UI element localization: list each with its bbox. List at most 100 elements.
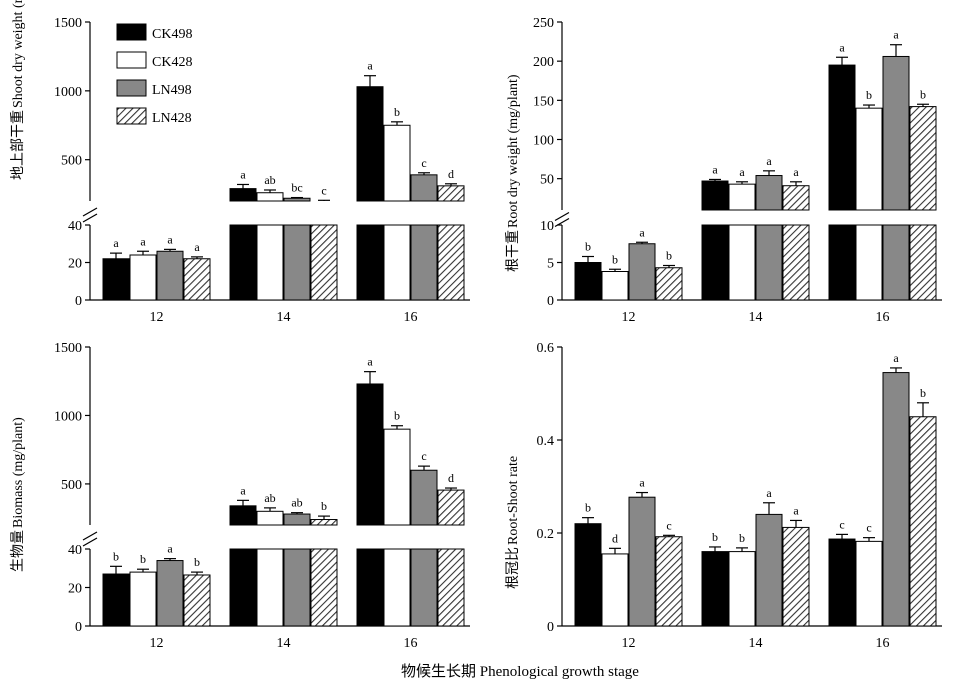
significance-letter: b [920, 87, 926, 101]
y-axis-label: 根冠比Root-Shoot rate [505, 456, 521, 589]
bar-ln498-lower [410, 548, 438, 627]
bar-ck498 [574, 262, 602, 301]
axis-break-mark [82, 531, 98, 541]
y-tick-label: 250 [533, 16, 554, 31]
significance-letter: b [321, 499, 327, 513]
bar-ln498-upper [410, 174, 438, 202]
y-tick-label: 1500 [54, 341, 82, 356]
bar-ln428-upper [310, 519, 338, 526]
significance-letter: ab [264, 491, 275, 505]
chart-panel-4: 0 0.2 0.4 0.6 b d a c 12 b b a a 14 c c a b 16 根冠比Root-Shoo… [505, 341, 942, 651]
bar-ck428-lower [383, 224, 411, 301]
significance-letter: a [766, 154, 772, 168]
y-tick-label: 0 [547, 294, 554, 309]
bar-ck428-lower [256, 224, 284, 301]
x-tick-label: 12 [622, 636, 636, 651]
significance-letter: b [113, 549, 119, 563]
y-tick-label: 1500 [54, 16, 82, 31]
bar-ln428 [655, 267, 683, 301]
bar-ln428 [909, 416, 937, 627]
bar-ck428-upper [383, 124, 411, 202]
y-tick-label: 20 [68, 257, 82, 272]
significance-letter: c [421, 449, 426, 463]
significance-letter: ab [264, 173, 275, 187]
significance-letter: a [367, 355, 373, 369]
axis-break-mark [82, 537, 98, 547]
bar-ln498-upper [283, 513, 311, 526]
y-tick-label: 0 [75, 620, 82, 635]
bar-ln498-upper [410, 469, 438, 526]
x-tick-label: 12 [622, 310, 636, 325]
legend-swatch-ck428 [116, 51, 147, 69]
bar-ck498-upper [356, 383, 384, 526]
significance-letter: c [666, 518, 671, 532]
bar-ck428-upper [383, 428, 411, 526]
bar-ln498 [156, 250, 184, 301]
x-tick-label: 14 [749, 310, 763, 325]
bar-ln498-lower [283, 224, 311, 301]
bar-ck498 [701, 551, 729, 627]
significance-letter: b [585, 240, 591, 254]
bar-ln428-lower [909, 224, 937, 301]
bar-ln428 [782, 526, 810, 627]
bar-ln428-upper [437, 185, 465, 202]
significance-letter: bc [291, 181, 302, 195]
bar-ck428-lower [855, 224, 883, 301]
bar-ln498-lower [882, 224, 910, 301]
significance-letter: b [712, 530, 718, 544]
bar-ln498-lower [283, 548, 311, 627]
bar-ck428-lower [383, 548, 411, 627]
significance-letter: a [113, 236, 119, 250]
bar-ck428 [601, 271, 629, 301]
significance-letter: b [394, 105, 400, 119]
bar-ln428 [655, 536, 683, 627]
bar-ck428 [855, 540, 883, 627]
legend-label: LN428 [152, 111, 192, 126]
x-tick-label: 14 [277, 310, 291, 325]
bar-ck428 [129, 571, 157, 627]
significance-letter: a [639, 476, 645, 490]
significance-letter: a [839, 40, 845, 54]
significance-letter: a [140, 234, 146, 248]
bar-ln428-upper [909, 106, 937, 211]
y-tick-label: 500 [61, 478, 82, 493]
y-tick-label: 0.6 [537, 341, 555, 356]
significance-letter: a [766, 486, 772, 500]
bar-ck498-upper [356, 86, 384, 202]
bar-ln428-lower [310, 548, 338, 627]
x-tick-label: 12 [150, 310, 164, 325]
bar-ln498-upper [283, 197, 311, 202]
significance-letter: a [739, 165, 745, 179]
bar-ln498 [882, 372, 910, 627]
x-tick-label: 16 [404, 636, 418, 651]
y-tick-label: 150 [533, 94, 554, 109]
bar-ck428-upper [256, 192, 284, 202]
significance-letter: d [612, 531, 618, 545]
bar-ln428-upper [437, 489, 465, 526]
y-tick-label: 100 [533, 134, 554, 149]
bar-ln498-lower [410, 224, 438, 301]
x-tick-label: 12 [150, 636, 164, 651]
significance-letter: a [367, 59, 373, 73]
significance-letter: c [321, 183, 326, 197]
significance-letter: b [612, 252, 618, 266]
legend-label: LN498 [152, 83, 192, 98]
significance-letter: b [140, 552, 146, 566]
figure-x-axis-label: 物候生长期 Phenological growth stage [401, 663, 639, 680]
y-tick-label: 0 [75, 294, 82, 309]
y-tick-label: 5 [547, 257, 554, 272]
bar-ck498 [574, 523, 602, 627]
significance-letter: a [893, 28, 899, 42]
bar-ck498-upper [229, 505, 257, 526]
significance-letter: a [194, 240, 200, 254]
y-tick-label: 200 [533, 55, 554, 70]
significance-letter: c [839, 517, 844, 531]
significance-letter: a [712, 162, 718, 176]
x-tick-label: 14 [749, 636, 763, 651]
y-tick-label: 0 [547, 620, 554, 635]
bar-ck428 [601, 553, 629, 627]
significance-letter: ab [291, 496, 302, 510]
bar-ck498-lower [828, 224, 856, 301]
y-tick-label: 0.4 [537, 434, 555, 449]
